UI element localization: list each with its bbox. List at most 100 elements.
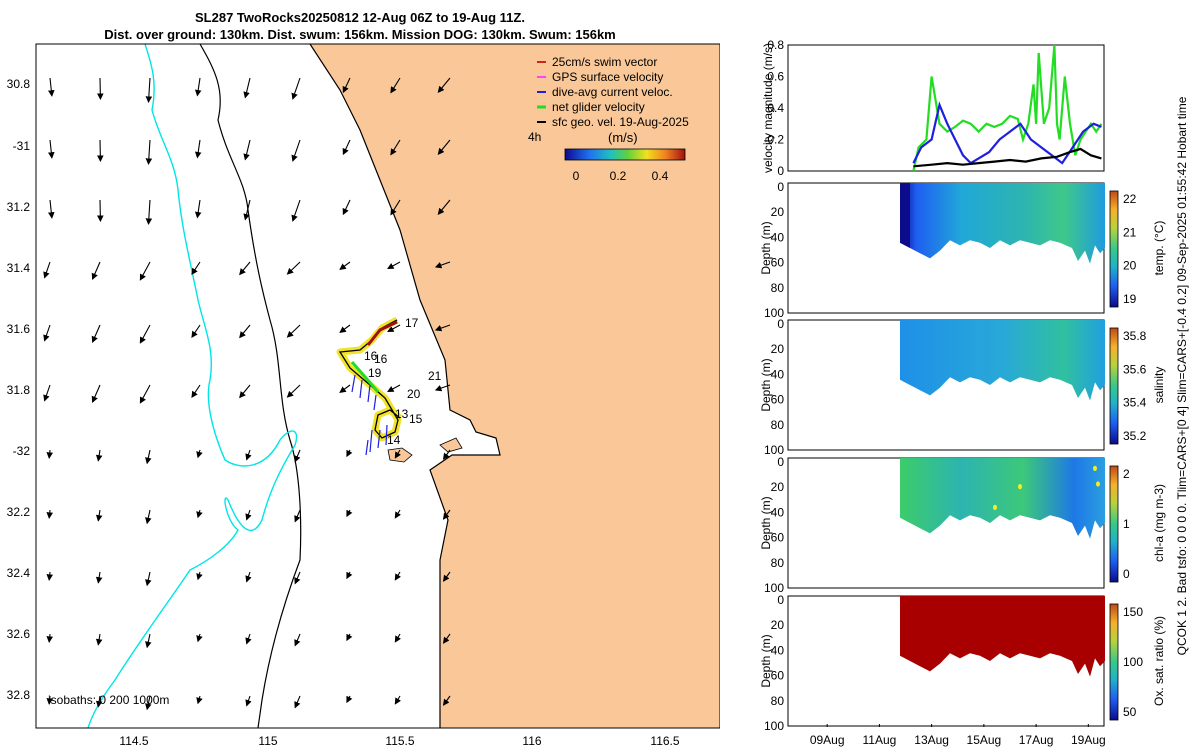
- colorbar-tick: 35.6: [1123, 362, 1147, 376]
- profile-section: [900, 596, 1105, 687]
- series-line: [913, 149, 1101, 166]
- y-tick-label: 31.6: [7, 322, 31, 336]
- track-day-label: 15: [409, 412, 423, 426]
- profile-section: [900, 458, 1105, 549]
- colorbar-tick: 0.4: [652, 169, 669, 183]
- track-day-label: 19: [368, 366, 382, 380]
- depth-tick-label: 20: [771, 618, 785, 632]
- depth-tick-label: 0: [777, 317, 784, 331]
- colorbar-tick: 150: [1123, 605, 1143, 619]
- track-day-label: 20: [407, 387, 421, 401]
- colorbar-label: temp. (°C): [1152, 221, 1166, 276]
- depth-ylabel: Depth (m): [759, 634, 773, 687]
- depth-ylabel: Depth (m): [759, 221, 773, 274]
- x-tick-label: 115.5: [385, 734, 414, 748]
- time-tick-label: 17Aug: [1019, 733, 1054, 747]
- colorbar: [1110, 191, 1118, 307]
- speed-colorbar: [565, 149, 685, 160]
- time-axis: 09Aug 11Aug 13Aug 15Aug 17Aug 19Aug: [810, 724, 1106, 747]
- y-tick-label: -32: [13, 444, 31, 458]
- time-tick-label: 09Aug: [810, 733, 845, 747]
- time-tick-label: 19Aug: [1071, 733, 1106, 747]
- glider-map: 17 16 16 19 21 20 13 15 14 isobaths: 0 2…: [0, 0, 720, 750]
- y-tick-label: 30.8: [7, 77, 31, 91]
- profile-section: [900, 183, 1105, 274]
- colorbar-tick: 2: [1123, 467, 1130, 481]
- track-day-label: 17: [405, 316, 419, 330]
- legend-interval: 4h: [528, 130, 541, 144]
- legend-item: GPS surface velocity: [552, 70, 663, 84]
- colorbar: [1110, 328, 1118, 444]
- profile-panels: 00.20.40.60.8 velocity magnitude (m/s) 0…: [720, 0, 1200, 750]
- time-tick-label: 13Aug: [914, 733, 949, 747]
- legend-item: 25cm/s swim vector: [552, 55, 657, 69]
- colorbar-tick: 50: [1123, 705, 1137, 719]
- x-tick-label: 116: [522, 734, 541, 748]
- colorbar-tick: 100: [1123, 655, 1143, 669]
- x-tick-label: 116.5: [650, 734, 679, 748]
- colorbar-tick: 1: [1123, 517, 1130, 531]
- colorbar-tick: 0: [573, 169, 580, 183]
- map-y-ticks: 30.8 -31 31.2 31.4 31.6 31.8 -32 32.2 32…: [7, 77, 31, 702]
- colorbar-label: chl-a (mg m-3): [1152, 484, 1166, 562]
- y-tick-label: 0: [777, 164, 784, 178]
- track-day-label: 14: [387, 433, 401, 447]
- colorbar-tick: 0.2: [610, 169, 627, 183]
- y-tick-label: 32.4: [7, 566, 31, 580]
- y-tick-label: 31.4: [7, 261, 31, 275]
- legend-item: net glider velocity: [552, 100, 645, 114]
- colorbar-tick: 35.4: [1123, 396, 1147, 410]
- colorbar-label: salinity: [1152, 367, 1166, 404]
- y-tick-label: 31.2: [7, 200, 31, 214]
- depth-tick-label: 100: [764, 719, 784, 733]
- colorbar-tick: 35.2: [1123, 429, 1147, 443]
- depth-tick-label: 0: [777, 593, 784, 607]
- depth-tick-label: 20: [771, 342, 785, 356]
- time-tick-label: 15Aug: [967, 733, 1002, 747]
- track-day-label: 16: [374, 352, 388, 366]
- depth-ylabel: Depth (m): [759, 358, 773, 411]
- depth-tick-label: 0: [777, 455, 784, 469]
- profile-section: [900, 320, 1105, 411]
- legend-item: dive-avg current veloc.: [552, 85, 673, 99]
- side-note-text: QCOK 1 2. Bad tsfo: 0 0 0 0. Tlim=CARS+[…: [1175, 96, 1189, 655]
- velocity-ylabel: velocity magnitude (m/s): [761, 43, 775, 173]
- colorbar-tick: 19: [1123, 292, 1137, 306]
- y-tick-label: -31: [13, 139, 31, 153]
- depth-tick-label: 80: [771, 281, 785, 295]
- colorbar-tick: 21: [1123, 225, 1137, 239]
- colorbar: [1110, 604, 1118, 720]
- colorbar-tick: 0: [1123, 567, 1130, 581]
- y-tick-label: 31.8: [7, 383, 31, 397]
- y-tick-label: 32.2: [7, 505, 31, 519]
- side-note: QCOK 1 2. Bad tsfo: 0 0 0 0. Tlim=CARS+[…: [1172, 0, 1192, 750]
- colorbar-units: (m/s): [608, 130, 638, 145]
- depth-tick-label: 20: [771, 480, 785, 494]
- velocity-panel: 00.20.40.60.8 velocity magnitude (m/s): [761, 38, 1104, 178]
- x-tick-label: 115: [258, 734, 277, 748]
- colorbar-tick: 20: [1123, 259, 1137, 273]
- time-tick-label: 11Aug: [862, 733, 896, 747]
- depth-tick-label: 80: [771, 556, 785, 570]
- map-x-ticks: 114.5 115 115.5 116 116.5: [119, 734, 679, 748]
- series-line: [913, 105, 1101, 163]
- depth-ylabel: Depth (m): [759, 496, 773, 549]
- track-day-label: 21: [428, 369, 442, 383]
- colorbar-label: Ox. sat. ratio (%): [1152, 616, 1166, 706]
- colorbar: [1110, 466, 1118, 582]
- y-tick-label: 32.8: [7, 688, 31, 702]
- isobath-label: isobaths: 0 200 1000m: [48, 693, 169, 707]
- depth-tick-label: 80: [771, 694, 785, 708]
- y-tick-label: 32.6: [7, 627, 31, 641]
- colorbar-tick: 22: [1123, 192, 1137, 206]
- depth-tick-label: 20: [771, 205, 785, 219]
- colorbar-tick: 35.8: [1123, 329, 1147, 343]
- depth-tick-label: 0: [777, 180, 784, 194]
- track-day-label: 13: [395, 407, 409, 421]
- legend-item: sfc geo. vel. 19-Aug-2025: [552, 115, 689, 129]
- depth-tick-label: 80: [771, 418, 785, 432]
